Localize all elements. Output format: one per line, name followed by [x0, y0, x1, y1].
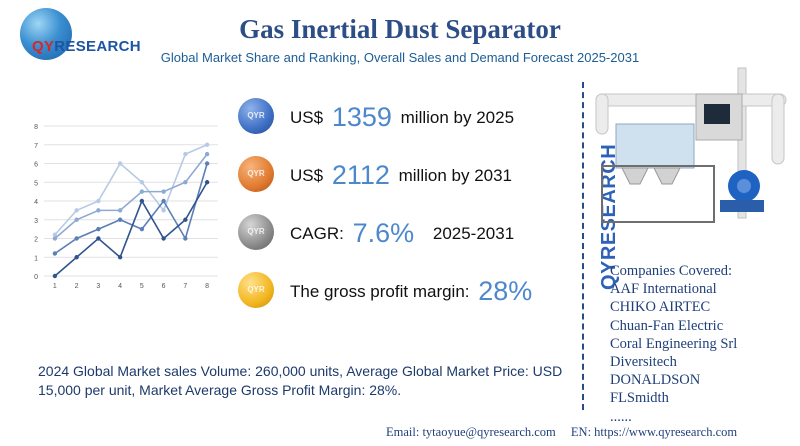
- metric-revenue-2031: US$ 2112 million by 2031: [238, 156, 578, 196]
- series-point: [204, 142, 210, 147]
- series-point: [117, 161, 123, 166]
- metric-value: 28%: [478, 276, 533, 306]
- metric-suffix: 2025-2031: [432, 224, 515, 243]
- metric-cagr: CAGR: 7.6% 2025-2031: [238, 214, 578, 254]
- y-tick-label: 3: [34, 218, 38, 225]
- qyr-ball-icon: [238, 98, 274, 134]
- y-tick-label: 6: [34, 162, 38, 169]
- metric-suffix: million by 2025: [400, 108, 515, 127]
- y-tick-label: 7: [34, 143, 38, 150]
- series-point: [117, 217, 123, 222]
- series-point: [161, 198, 166, 204]
- series-point: [161, 189, 166, 194]
- footer-email: Email: tytaoyue@qyresearch.com: [386, 425, 556, 439]
- series-point: [183, 217, 188, 222]
- x-tick-label: 5: [140, 283, 144, 290]
- y-tick-label: 8: [34, 124, 38, 131]
- company-item: Chuan-Fan Electric: [610, 317, 724, 334]
- x-tick-label: 4: [118, 283, 122, 290]
- series-point: [96, 226, 101, 232]
- series-point: [161, 208, 166, 213]
- series-point: [204, 151, 210, 157]
- dust-separator-machine-image: [595, 67, 787, 223]
- company-item: Diversitech: [610, 354, 677, 371]
- page-title: Gas Inertial Dust Separator: [239, 14, 561, 44]
- series-point: [74, 255, 79, 260]
- metric-prefix: US$: [290, 108, 324, 127]
- series-point: [96, 236, 101, 241]
- x-tick-label: 3: [96, 283, 100, 290]
- series-point: [183, 180, 188, 185]
- y-tick-label: 4: [34, 199, 38, 206]
- company-item: FLSmidth: [610, 390, 669, 407]
- series-point: [52, 232, 58, 237]
- x-tick-label: 2: [75, 283, 79, 290]
- series-point: [96, 208, 101, 213]
- series-point: [117, 208, 123, 213]
- series-point: [139, 180, 145, 185]
- series-point: [74, 236, 79, 241]
- series-point: [52, 273, 58, 279]
- footer-contact: Email: tytaoyue@qyresearch.com EN: https…: [386, 425, 796, 440]
- qyr-ball-icon: [238, 214, 274, 250]
- series-point: [183, 236, 188, 241]
- metric-value: 2112: [331, 160, 390, 190]
- qyr-ball-icon: [238, 156, 274, 192]
- y-tick-label: 0: [34, 274, 38, 281]
- metric-suffix: million by 2031: [398, 166, 513, 185]
- metric-revenue-2025: US$ 1359 million by 2025: [238, 98, 578, 138]
- metric-gross-margin: The gross profit margin: 28%: [238, 272, 578, 312]
- company-item: CHIKO AIRTEC: [610, 299, 711, 316]
- series-point: [52, 236, 58, 241]
- metric-value: 7.6%: [352, 218, 415, 248]
- logo-text: QYRESEARCH: [32, 38, 141, 55]
- y-tick-label: 5: [34, 180, 38, 187]
- y-tick-label: 1: [34, 255, 38, 262]
- company-item: Coral Engineering Srl: [610, 335, 738, 352]
- series-point: [183, 151, 188, 157]
- series-point: [74, 217, 79, 222]
- series-point: [139, 189, 145, 194]
- qyresearch-logo: QYRESEARCH: [14, 8, 144, 68]
- series-point: [96, 198, 101, 204]
- metric-prefix: CAGR:: [290, 224, 344, 243]
- companies-covered-list: Companies Covered: AAF International CHI…: [610, 262, 795, 426]
- series-line-3: [54, 163, 208, 255]
- footer-website: EN: https://www.qyresearch.com: [570, 425, 738, 439]
- market-summary-text: 2024 Global Market sales Volume: 260,000…: [38, 363, 563, 398]
- companies-heading: Companies Covered:: [610, 263, 733, 279]
- series-point: [74, 208, 79, 213]
- x-tick-label: 6: [162, 283, 166, 290]
- page-subtitle: Global Market Share and Ranking, Overall…: [160, 50, 640, 65]
- series-line-4: [54, 181, 208, 277]
- series-line-1: [54, 144, 208, 236]
- series-point: [52, 251, 58, 256]
- series-point: [139, 198, 145, 204]
- series-point: [204, 161, 210, 166]
- decorative-line-chart: 0 1 2 3 4 5 6 7 8 1 2 3 4 5 6 7 8: [34, 124, 218, 290]
- series-point: [204, 180, 210, 185]
- y-tick-label: 2: [34, 237, 38, 244]
- company-item: DONALDSON: [610, 372, 701, 389]
- qyr-ball-icon: [238, 272, 274, 308]
- series-point: [139, 226, 145, 232]
- company-item: AAF International: [610, 281, 717, 298]
- vertical-divider: [582, 82, 584, 410]
- x-tick-label: 7: [183, 283, 187, 290]
- series-point: [161, 236, 166, 241]
- x-tick-label: 1: [53, 283, 57, 290]
- metric-prefix: US$: [290, 166, 324, 185]
- x-tick-label: 8: [205, 283, 209, 290]
- metric-value: 1359: [331, 102, 392, 132]
- company-item: ......: [610, 408, 632, 425]
- series-point: [117, 255, 123, 260]
- metric-prefix: The gross profit margin:: [290, 282, 470, 301]
- series-line-2: [54, 153, 208, 240]
- globe-icon: [20, 8, 72, 60]
